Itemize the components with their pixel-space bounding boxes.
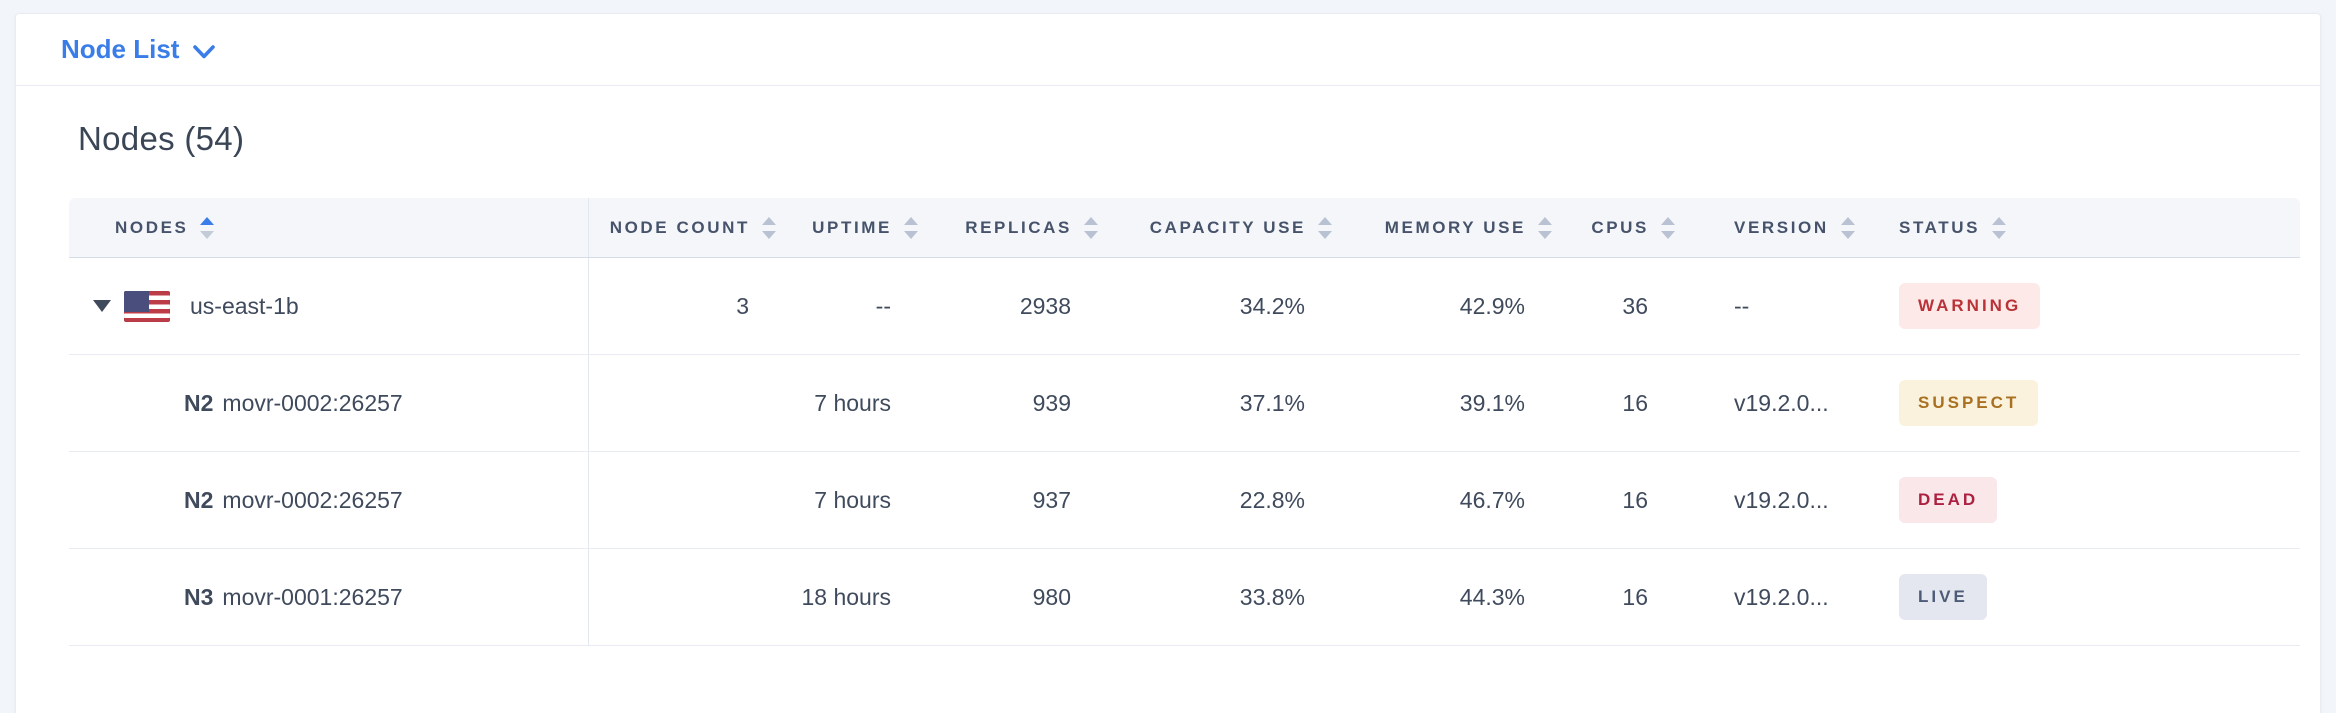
cell-capacity-use: 22.8% xyxy=(1239,486,1305,513)
region-name: us-east-1b xyxy=(190,292,299,319)
table-header-row: NODES NODE COUNT UPTIME REPLICAS xyxy=(69,198,2300,258)
column-header-uptime[interactable]: UPTIME xyxy=(791,198,933,257)
sort-icon xyxy=(1992,216,2007,239)
node-address: movr-0001:26257 xyxy=(222,583,403,610)
cell-memory-use: 44.3% xyxy=(1459,583,1525,610)
cell-cpus: 16 xyxy=(1622,486,1648,513)
column-header-version[interactable]: VERSION xyxy=(1690,198,1887,257)
cell-version: -- xyxy=(1734,292,1750,319)
node-list-card: Node List Nodes (54) NODES NODE COUNT xyxy=(15,13,2321,713)
cell-memory-use: 42.9% xyxy=(1459,292,1525,319)
cell-node-count xyxy=(589,452,791,548)
column-header-replicas[interactable]: REPLICAS xyxy=(933,198,1113,257)
column-header-capacity-use[interactable]: CAPACITY USE xyxy=(1113,198,1347,257)
cell-replicas: 939 xyxy=(1032,389,1071,416)
page-title: Nodes (54) xyxy=(78,120,245,157)
cell-node-count: 3 xyxy=(736,292,749,319)
cell-node-count xyxy=(589,355,791,451)
node-address: movr-0002:26257 xyxy=(222,486,403,513)
sort-icon xyxy=(1318,216,1332,239)
cell-version: v19.2.0... xyxy=(1734,389,1829,416)
node-address: movr-0002:26257 xyxy=(222,389,403,416)
column-header-cpus[interactable]: CPUS xyxy=(1567,198,1690,257)
cell-uptime: -- xyxy=(875,292,891,319)
nodes-table: NODES NODE COUNT UPTIME REPLICAS xyxy=(69,198,2300,646)
table-row-node[interactable]: N2 movr-0002:26257 7 hours 937 22.8% 46.… xyxy=(69,452,2300,549)
cell-cpus: 36 xyxy=(1622,292,1648,319)
cell-uptime: 7 hours xyxy=(814,486,891,513)
view-selector-label: Node List xyxy=(61,34,180,64)
collapse-caret-icon[interactable] xyxy=(93,300,111,312)
cell-node-count xyxy=(589,549,791,645)
cell-uptime: 18 hours xyxy=(801,583,891,610)
cell-capacity-use: 34.2% xyxy=(1239,292,1305,319)
cell-cpus: 16 xyxy=(1622,583,1648,610)
node-id: N2 xyxy=(184,486,214,513)
sort-icon xyxy=(904,216,918,239)
cell-version: v19.2.0... xyxy=(1734,583,1829,610)
status-badge: SUSPECT xyxy=(1899,380,2039,426)
column-header-nodes[interactable]: NODES xyxy=(69,198,589,257)
column-header-memory-use[interactable]: MEMORY USE xyxy=(1347,198,1567,257)
cell-replicas: 937 xyxy=(1032,486,1071,513)
view-selector-dropdown[interactable]: Node List xyxy=(61,34,216,65)
chevron-down-icon xyxy=(193,44,216,58)
status-badge: LIVE xyxy=(1899,574,1987,620)
column-header-status[interactable]: STATUS xyxy=(1887,198,2300,257)
cell-uptime: 7 hours xyxy=(814,389,891,416)
node-id: N2 xyxy=(184,389,214,416)
cell-memory-use: 39.1% xyxy=(1459,389,1525,416)
node-id: N3 xyxy=(184,583,214,610)
column-header-node-count[interactable]: NODE COUNT xyxy=(589,198,791,257)
cell-capacity-use: 37.1% xyxy=(1239,389,1305,416)
topbar: Node List xyxy=(16,14,2320,86)
table-row-node[interactable]: N3 movr-0001:26257 18 hours 980 33.8% 44… xyxy=(69,549,2300,646)
status-badge: WARNING xyxy=(1899,283,2041,329)
sort-icon xyxy=(1661,216,1675,239)
us-flag-icon xyxy=(124,290,170,322)
table-row-node[interactable]: N2 movr-0002:26257 7 hours 939 37.1% 39.… xyxy=(69,355,2300,452)
status-badge: DEAD xyxy=(1899,477,1998,523)
cell-replicas: 980 xyxy=(1032,583,1071,610)
sort-icon-active-asc xyxy=(200,216,215,239)
cell-memory-use: 46.7% xyxy=(1459,486,1525,513)
sort-icon xyxy=(1840,216,1855,239)
cell-capacity-use: 33.8% xyxy=(1239,583,1305,610)
sort-icon xyxy=(762,216,776,239)
cell-replicas: 2938 xyxy=(1019,292,1071,319)
sort-icon xyxy=(1084,216,1098,239)
sort-icon xyxy=(1538,216,1552,239)
table-row-region[interactable]: us-east-1b 3 -- 2938 34.2% 42.9% 36 -- W… xyxy=(69,258,2300,355)
cell-version: v19.2.0... xyxy=(1734,486,1829,513)
cell-cpus: 16 xyxy=(1622,389,1648,416)
